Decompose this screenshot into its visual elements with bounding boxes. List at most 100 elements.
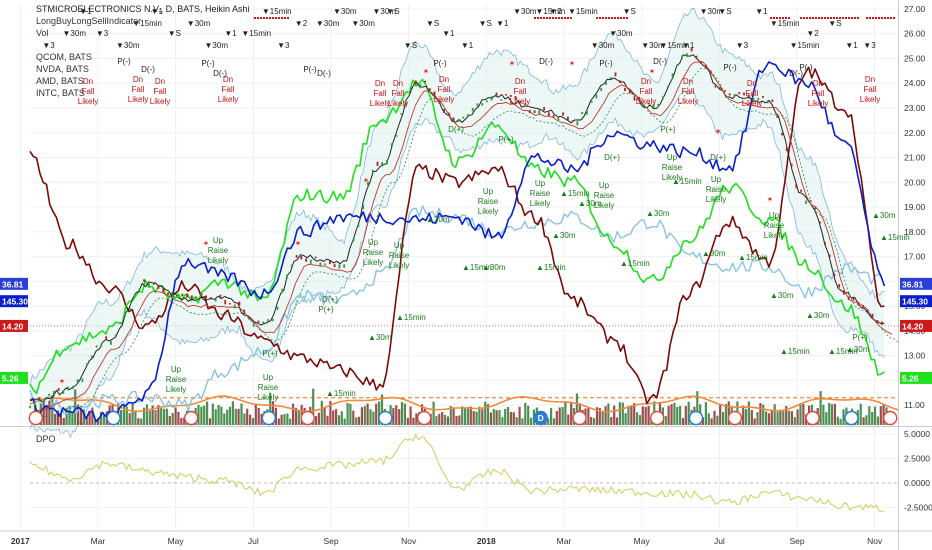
volume-bar xyxy=(701,417,705,425)
heikin-ashi-candle xyxy=(362,204,365,210)
heikin-ashi-candle xyxy=(719,86,722,89)
volume-bar xyxy=(88,412,91,425)
sell-signal-label: ▼1 xyxy=(682,41,695,50)
time-axis-label: Mar xyxy=(557,536,572,546)
sell-signal-label: ▼3 xyxy=(277,41,290,50)
heikin-ashi-candle xyxy=(114,334,117,337)
heikin-ashi-candle xyxy=(262,321,265,324)
dn-fall-likely-label: Dn xyxy=(223,75,233,84)
volume-bar xyxy=(174,407,177,425)
heikin-ashi-candle xyxy=(133,293,136,297)
volume-bar xyxy=(624,413,627,425)
heikin-ashi-candle xyxy=(785,147,788,152)
heikin-ashi-candle xyxy=(876,320,879,324)
indicator-legend-5[interactable]: INTC, BATS xyxy=(36,88,85,98)
sell-pd-label: P(-) xyxy=(599,59,613,68)
dpo-axis-label: 2.5000 xyxy=(904,453,930,463)
volume-bar xyxy=(825,412,828,425)
volume-bar xyxy=(160,407,163,425)
volume-bar xyxy=(352,410,355,425)
dn-fall-likely-label: Likely xyxy=(808,99,828,108)
heikin-ashi-candle xyxy=(690,47,693,52)
sell-signal-label: ▼1 xyxy=(845,41,858,50)
volume-bar xyxy=(601,410,604,425)
heikin-ashi-candle xyxy=(543,107,545,111)
heikin-ashi-candle xyxy=(252,324,255,327)
earnings-marker-badge xyxy=(417,410,432,426)
heikin-ashi-candle xyxy=(495,92,498,96)
heikin-ashi-candle xyxy=(400,113,403,115)
sell-signal-label: ▼15min xyxy=(536,7,566,16)
volume-bar xyxy=(406,418,409,425)
up-raise-likely-label: Up xyxy=(263,373,274,382)
heikin-ashi-candle xyxy=(428,88,431,91)
dn-fall-likely-label: Likely xyxy=(78,97,98,106)
volume-bar xyxy=(638,415,642,425)
up-raise-likely-label: Up xyxy=(535,179,546,188)
earnings-marker-badge xyxy=(727,410,743,426)
time-axis-label: Sep xyxy=(789,536,804,546)
volume-bar xyxy=(177,411,180,425)
sell-pd-label: P(-) xyxy=(433,59,447,68)
volume-bar xyxy=(122,404,126,425)
heikin-ashi-candle xyxy=(371,169,374,173)
earnings-marker-label: D xyxy=(382,413,388,423)
dn-fall-likely-label: Fall xyxy=(82,87,95,96)
volume-bar xyxy=(842,409,845,425)
heikin-ashi-candle xyxy=(724,90,726,92)
buy-pd-label: D(+) xyxy=(710,153,726,162)
heikin-ashi-candle xyxy=(181,293,184,297)
heikin-ashi-candle xyxy=(210,297,212,299)
up-raise-likely-label: Likely xyxy=(530,199,550,208)
volume-bar xyxy=(552,418,556,425)
left-value-tag xyxy=(0,371,28,384)
heikin-ashi-candle xyxy=(486,100,488,103)
heikin-ashi-candle xyxy=(143,279,146,283)
sell-signal-label: ▼1 xyxy=(496,19,509,28)
heikin-ashi-candle xyxy=(38,397,41,401)
signal-star-icon: ✶ xyxy=(59,377,66,386)
indicator-legend-2[interactable]: QCOM, BATS xyxy=(36,52,92,62)
heikin-ashi-candle xyxy=(586,110,588,115)
volume-bar xyxy=(787,410,791,425)
signal-star-icon: ✶ xyxy=(295,239,302,248)
volume-bar xyxy=(54,414,57,425)
volume-bar xyxy=(785,406,788,425)
heikin-ashi-candle xyxy=(29,405,31,409)
heikin-ashi-candle xyxy=(357,224,360,227)
heikin-ashi-candle xyxy=(238,301,241,306)
volume-bar xyxy=(567,414,570,425)
volume-bar xyxy=(375,403,378,425)
signal-star-icon: ✶ xyxy=(715,127,722,136)
price-axis-label: 13.00 xyxy=(904,351,926,361)
indicator-legend-0[interactable]: LongBuyLongSellIndicator xyxy=(36,16,142,26)
heikin-ashi-candle xyxy=(781,132,783,136)
price-axis-label: 26.00 xyxy=(904,29,926,39)
heikin-ashi-candle xyxy=(595,94,598,99)
heikin-ashi-candle xyxy=(343,264,346,268)
indicator-legend-4[interactable]: AMD, BATS xyxy=(36,76,84,86)
indicator-legend-3[interactable]: NVDA, BATS xyxy=(36,64,89,74)
heikin-ashi-candle xyxy=(381,162,384,167)
volume-bar xyxy=(529,417,533,425)
price-axis-label: 11.00 xyxy=(904,400,925,410)
dn-fall-likely-label: Fall xyxy=(374,89,387,98)
indicator-legend-1[interactable]: Vol xyxy=(36,28,49,38)
dn-fall-likely-label: Likely xyxy=(434,95,454,104)
volume-bar xyxy=(200,406,203,425)
heikin-ashi-candle xyxy=(567,116,569,120)
heikin-ashi-candle xyxy=(747,94,750,99)
volume-bar xyxy=(400,401,404,425)
earnings-marker-label: E xyxy=(887,413,893,423)
heikin-ashi-candle xyxy=(190,295,193,300)
buy-timeframe-label: ▲15min xyxy=(462,263,492,272)
dn-fall-likely-label: Fall xyxy=(682,87,695,96)
band-upper xyxy=(29,8,885,385)
sell-signal-label: ▼15min xyxy=(241,29,271,38)
sell-signal-label: ▼30m xyxy=(373,7,397,16)
volume-bar xyxy=(183,417,186,425)
volume-bar xyxy=(466,406,470,425)
buy-timeframe-label: ▲15min xyxy=(780,347,810,356)
volume-bar xyxy=(392,408,395,425)
